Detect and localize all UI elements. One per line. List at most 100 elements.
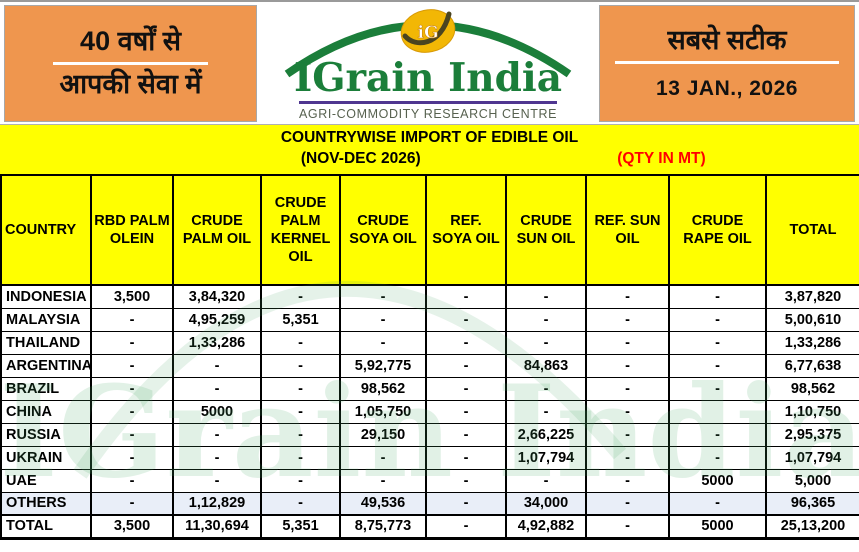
value-cell: - (172, 445, 262, 470)
value-cell: 98,562 (339, 376, 427, 401)
qty-unit-label: (QTY IN MT) (617, 150, 706, 167)
value-cell: - (172, 468, 262, 493)
total-row: TOTAL 3,500 11,30,694 5,351 8,75,773-4,92,88… (0, 514, 859, 540)
value-cell: - (668, 284, 767, 309)
value-cell: 3,500 (90, 514, 174, 540)
value-cell: - (585, 422, 670, 447)
column-header: TOTAL (765, 174, 859, 286)
logo-arc-icon: iG (284, 9, 572, 78)
value-cell: - (425, 491, 507, 516)
value-cell: - (668, 353, 767, 378)
country-cell: OTHERS (0, 491, 92, 516)
value-cell: - (425, 284, 507, 309)
logo-subtitle: AGRI-COMMODITY RESEARCH CENTRE (298, 101, 558, 121)
value-cell: - (425, 399, 507, 424)
value-cell: - (339, 330, 427, 355)
value-cell: - (425, 307, 507, 332)
value-cell: - (668, 445, 767, 470)
value-cell: - (90, 353, 174, 378)
column-header: RBD PALM OLEIN (90, 174, 174, 286)
value-cell: 8,75,773 (339, 514, 427, 540)
value-cell: - (505, 307, 587, 332)
value-cell: - (260, 445, 341, 470)
table-row: OTHERS -1,12,829-49,536-34,000- -96,365 (0, 491, 859, 516)
value-cell: - (585, 491, 670, 516)
column-header: CRUDE RAPE OIL (668, 174, 767, 286)
tagline-box-right: सबसे सटीक 13 JAN., 2026 (599, 5, 855, 122)
table-row: INDONESIA 3,500 3,84,320- - - - - -3,87,820 (0, 284, 859, 309)
value-cell: - (425, 422, 507, 447)
value-cell: - (172, 422, 262, 447)
value-cell: 6,77,638 (765, 353, 859, 378)
page-title: COUNTRYWISE IMPORT OF EDIBLE OIL (280, 129, 579, 146)
value-cell: - (90, 399, 174, 424)
value-cell: 1,33,286 (765, 330, 859, 355)
value-cell: - (90, 422, 174, 447)
value-cell: - (425, 376, 507, 401)
country-cell: THAILAND (0, 330, 92, 355)
value-cell: - (668, 307, 767, 332)
value-cell: - (425, 353, 507, 378)
value-cell: 4,92,882 (505, 514, 587, 540)
value-cell: - (585, 399, 670, 424)
value-cell: - (90, 376, 174, 401)
value-cell: 1,12,829 (172, 491, 262, 516)
value-cell: - (668, 330, 767, 355)
value-cell: - (260, 399, 341, 424)
country-cell: INDONESIA (0, 284, 92, 309)
value-cell: - (90, 445, 174, 470)
country-cell: RUSSIA (0, 422, 92, 447)
value-cell: 84,863 (505, 353, 587, 378)
value-cell: 49,536 (339, 491, 427, 516)
value-cell: - (260, 422, 341, 447)
value-cell (668, 399, 767, 424)
value-cell: - (585, 514, 670, 540)
title-bar: COUNTRYWISE IMPORT OF EDIBLE OIL (NOV-DE… (0, 124, 859, 174)
value-cell: - (505, 284, 587, 309)
value-cell: - (172, 353, 262, 378)
value-cell: 2,95,375 (765, 422, 859, 447)
table-row: CHINA -5000-1,05,750- - -1,10,750 (0, 399, 859, 424)
value-cell: - (172, 376, 262, 401)
value-cell: - (585, 353, 670, 378)
value-cell: - (339, 445, 427, 470)
import-table: COUNTRY RBD PALM OLEIN CRUDE PALM OIL CRUDE… (0, 174, 859, 540)
value-cell: 3,84,320 (172, 284, 262, 309)
column-header: REF. SOYA OIL (425, 174, 507, 286)
value-cell: 11,30,694 (172, 514, 262, 540)
column-header: CRUDE SOYA OIL (339, 174, 427, 286)
logo-name: IGrain India (293, 55, 563, 101)
country-cell: BRAZIL (0, 376, 92, 401)
header-row: COUNTRY RBD PALM OLEIN CRUDE PALM OIL CRUDE… (0, 174, 859, 286)
table-row: MALAYSIA -4,95,259 5,351- - - - -5,00,610 (0, 307, 859, 332)
value-cell: 1,05,750 (339, 399, 427, 424)
value-cell: - (585, 376, 670, 401)
value-cell: - (425, 514, 507, 540)
value-cell: 5,351 (260, 514, 341, 540)
value-cell: - (339, 468, 427, 493)
value-cell: - (585, 307, 670, 332)
value-cell: 1,33,286 (172, 330, 262, 355)
promo-box-left: 40 वर्षों से आपकी सेवा में (4, 5, 257, 122)
country-cell: MALAYSIA (0, 307, 92, 332)
logo: iG IGrain India AGRI-COMMODITY RESEARCH … (257, 5, 599, 122)
value-cell: 3,87,820 (765, 284, 859, 309)
table-row: ARGENTINA - - -5,92,775-84,863- -6,77,638 (0, 353, 859, 378)
value-cell: 1,10,750 (765, 399, 859, 424)
table-row: RUSSIA - - -29,150-2,66,225- -2,95,375 (0, 422, 859, 447)
column-header: CRUDE PALM OIL (172, 174, 262, 286)
promo-line2: आपकी सेवा में (59, 69, 202, 99)
value-cell: - (585, 468, 670, 493)
table-row: UAE - - - - - - -5000 5,000 (0, 468, 859, 493)
column-header: COUNTRY (0, 174, 92, 286)
value-cell: - (339, 307, 427, 332)
country-cell: UKRAIN (0, 445, 92, 470)
value-cell: - (668, 376, 767, 401)
value-cell: - (90, 307, 174, 332)
value-cell: - (505, 330, 587, 355)
value-cell: - (260, 284, 341, 309)
value-cell: - (425, 468, 507, 493)
value-cell: - (505, 399, 587, 424)
value-cell: - (260, 330, 341, 355)
value-cell: 5,351 (260, 307, 341, 332)
